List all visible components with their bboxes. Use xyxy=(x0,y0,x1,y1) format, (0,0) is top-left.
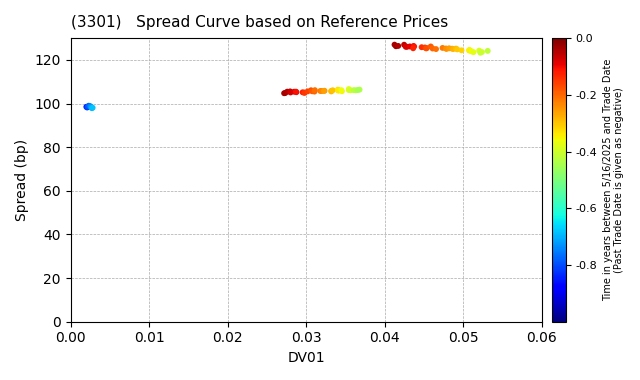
Point xyxy=(316,88,326,94)
Point xyxy=(309,89,319,95)
Point xyxy=(84,103,94,109)
Point xyxy=(300,90,310,96)
Point xyxy=(421,45,431,51)
Point xyxy=(452,46,463,52)
Point xyxy=(351,87,361,93)
Point xyxy=(391,43,401,49)
Point xyxy=(333,87,343,93)
Point xyxy=(476,50,486,56)
Point xyxy=(441,46,451,52)
Point xyxy=(326,89,337,95)
Point xyxy=(426,43,436,49)
Point xyxy=(299,90,309,96)
Point xyxy=(83,104,93,110)
Point xyxy=(310,87,320,93)
Text: (3301)   Spread Curve based on Reference Prices: (3301) Spread Curve based on Reference P… xyxy=(70,15,448,30)
Point xyxy=(465,47,475,53)
Point xyxy=(87,105,97,111)
Point xyxy=(88,105,98,111)
Point xyxy=(303,88,313,94)
Point xyxy=(82,105,92,111)
Point xyxy=(477,49,487,55)
Point xyxy=(408,43,419,49)
Point xyxy=(464,48,474,54)
Point xyxy=(346,87,356,93)
Point xyxy=(285,89,296,95)
Point xyxy=(336,87,346,93)
Point xyxy=(353,87,363,93)
Point xyxy=(402,44,412,50)
Y-axis label: Time in years between 5/16/2025 and Trade Date
(Past Trade Date is given as nega: Time in years between 5/16/2025 and Trad… xyxy=(603,59,625,301)
Point xyxy=(349,87,359,93)
Point xyxy=(81,104,92,110)
Point xyxy=(291,89,301,95)
Point xyxy=(442,46,452,52)
Point xyxy=(451,46,461,52)
Point xyxy=(408,45,419,51)
Point xyxy=(474,48,484,54)
Point xyxy=(448,46,458,52)
Point xyxy=(393,43,403,49)
Point xyxy=(291,89,301,95)
Point xyxy=(319,88,330,94)
Point xyxy=(401,44,411,50)
Y-axis label: Spread (bp): Spread (bp) xyxy=(15,139,29,221)
Point xyxy=(298,89,308,95)
Point xyxy=(333,87,343,93)
Point xyxy=(344,86,354,92)
Point xyxy=(464,47,474,53)
Point xyxy=(456,47,467,53)
Point xyxy=(483,48,493,54)
Point xyxy=(422,45,432,51)
Point xyxy=(319,88,329,94)
Point xyxy=(437,45,447,51)
Point xyxy=(279,90,289,96)
Point xyxy=(444,45,454,51)
Point xyxy=(326,88,337,94)
Point xyxy=(282,89,292,95)
X-axis label: DV01: DV01 xyxy=(287,351,325,365)
Point xyxy=(468,49,479,55)
Point xyxy=(344,87,354,93)
Point xyxy=(333,87,344,93)
Point xyxy=(85,103,95,109)
Point xyxy=(467,48,477,54)
Point xyxy=(317,88,327,94)
Point xyxy=(86,104,96,110)
Point xyxy=(431,46,441,52)
Point xyxy=(447,46,458,52)
Point xyxy=(328,87,338,93)
Point xyxy=(409,43,419,49)
Point xyxy=(417,44,427,50)
Point xyxy=(389,42,399,48)
Point xyxy=(404,43,415,49)
Point xyxy=(355,87,365,93)
Point xyxy=(307,88,317,94)
Point xyxy=(428,46,438,52)
Point xyxy=(280,90,291,96)
Point xyxy=(306,87,316,93)
Point xyxy=(289,89,300,95)
Point xyxy=(285,89,295,95)
Point xyxy=(399,42,409,48)
Point xyxy=(337,88,347,94)
Point xyxy=(420,44,430,51)
